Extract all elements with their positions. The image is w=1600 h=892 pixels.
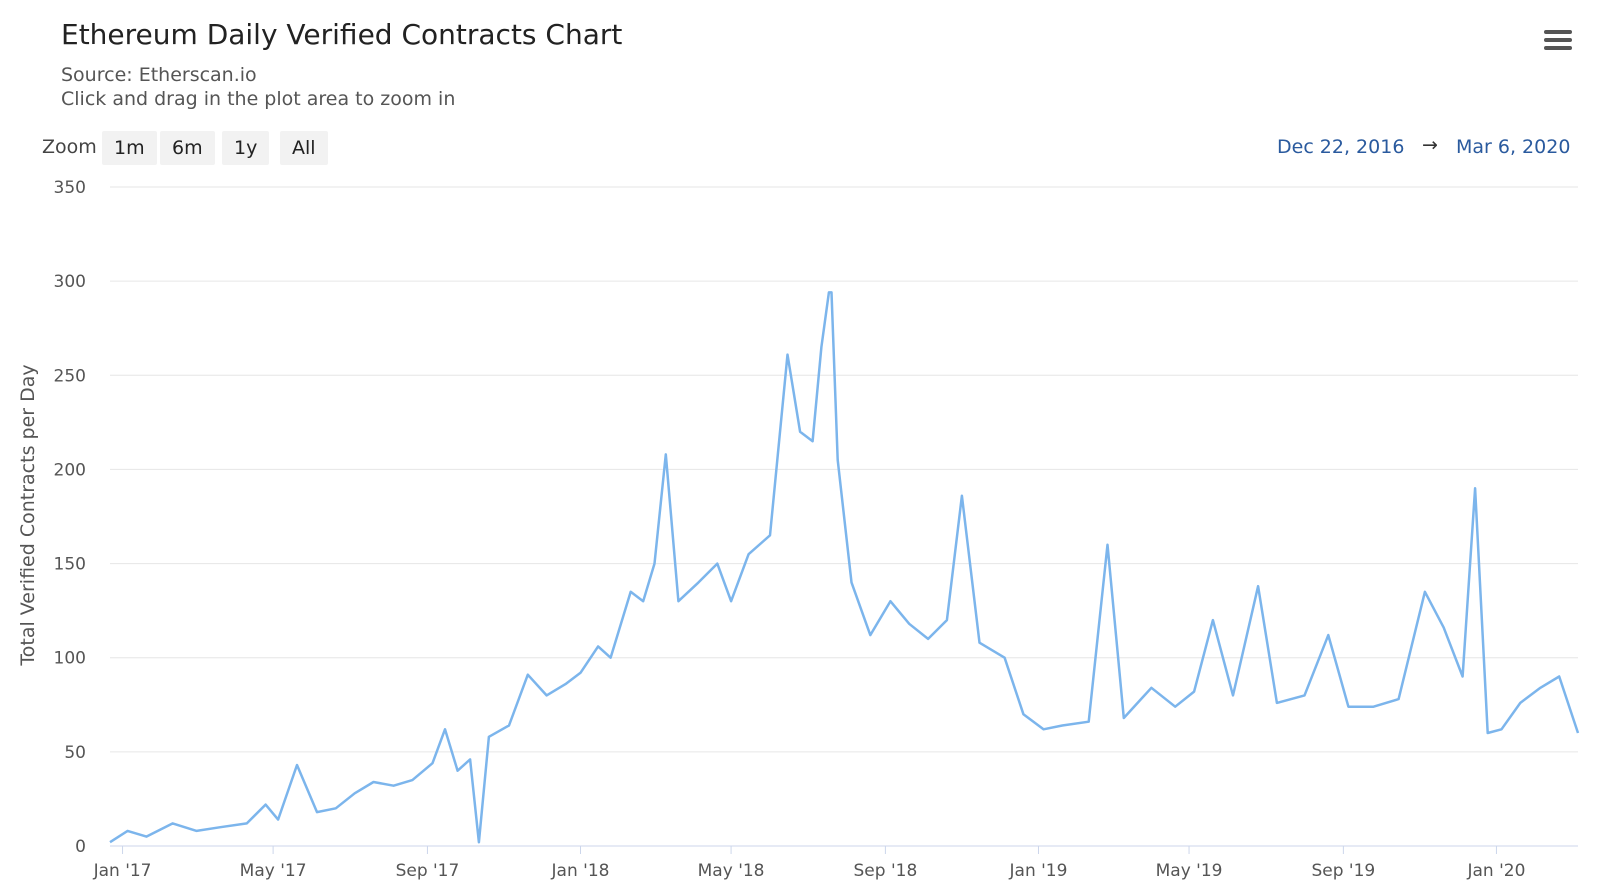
y-axis-label: Total Verified Contracts per Day	[17, 364, 39, 666]
zoom-1y-button[interactable]: 1y	[222, 131, 270, 165]
x-tick-label: Sep '18	[854, 861, 918, 881]
chart-title: Ethereum Daily Verified Contracts Chart	[61, 18, 623, 51]
menu-bar	[1544, 38, 1572, 42]
y-tick-label: 50	[64, 743, 86, 763]
y-tick-label: 300	[54, 272, 86, 292]
x-axis-ticks: Jan '17 May '17 Sep '17 Jan '18 May '18 Sep '…	[93, 846, 1525, 881]
x-tick-label: Jan '19	[1009, 861, 1068, 881]
zoom-label: Zoom	[42, 136, 97, 158]
y-tick-label: 150	[54, 555, 86, 575]
series-group	[109, 291, 1580, 844]
range-from-input[interactable]: Dec 22, 2016	[1277, 136, 1405, 158]
zoom-hint: Click and drag in the plot area to zoom …	[61, 88, 456, 110]
menu-bar	[1544, 30, 1572, 34]
zoom-1m-button[interactable]: 1m	[102, 131, 157, 165]
x-tick-label: May '18	[698, 861, 765, 881]
x-tick-label: Jan '17	[93, 861, 152, 881]
y-tick-label: 100	[54, 649, 86, 669]
x-tick-label: Jan '20	[1466, 861, 1525, 881]
menu-bar	[1544, 46, 1572, 50]
zoom-all-button[interactable]: All	[280, 131, 328, 165]
x-tick-label: Sep '19	[1311, 861, 1375, 881]
range-to-input[interactable]: Mar 6, 2020	[1456, 136, 1571, 158]
grid-lines	[110, 186, 1578, 847]
range-arrow-icon: →	[1422, 134, 1438, 156]
y-tick-label: 0	[75, 837, 86, 857]
y-tick-label: 250	[54, 366, 86, 386]
x-tick-label: May '19	[1156, 861, 1223, 881]
series-line[interactable]	[109, 291, 1580, 844]
y-tick-label: 200	[54, 460, 86, 480]
y-axis-ticks: 0 50 100 150 200 250 300 350	[54, 178, 86, 857]
y-tick-label: 350	[54, 178, 86, 198]
hamburger-menu-icon[interactable]	[1544, 30, 1572, 54]
chart-source: Source: Etherscan.io	[61, 64, 257, 86]
x-tick-label: Jan '18	[551, 861, 610, 881]
x-tick-label: May '17	[240, 861, 307, 881]
x-tick-label: Sep '17	[396, 861, 460, 881]
zoom-6m-button[interactable]: 6m	[160, 131, 215, 165]
